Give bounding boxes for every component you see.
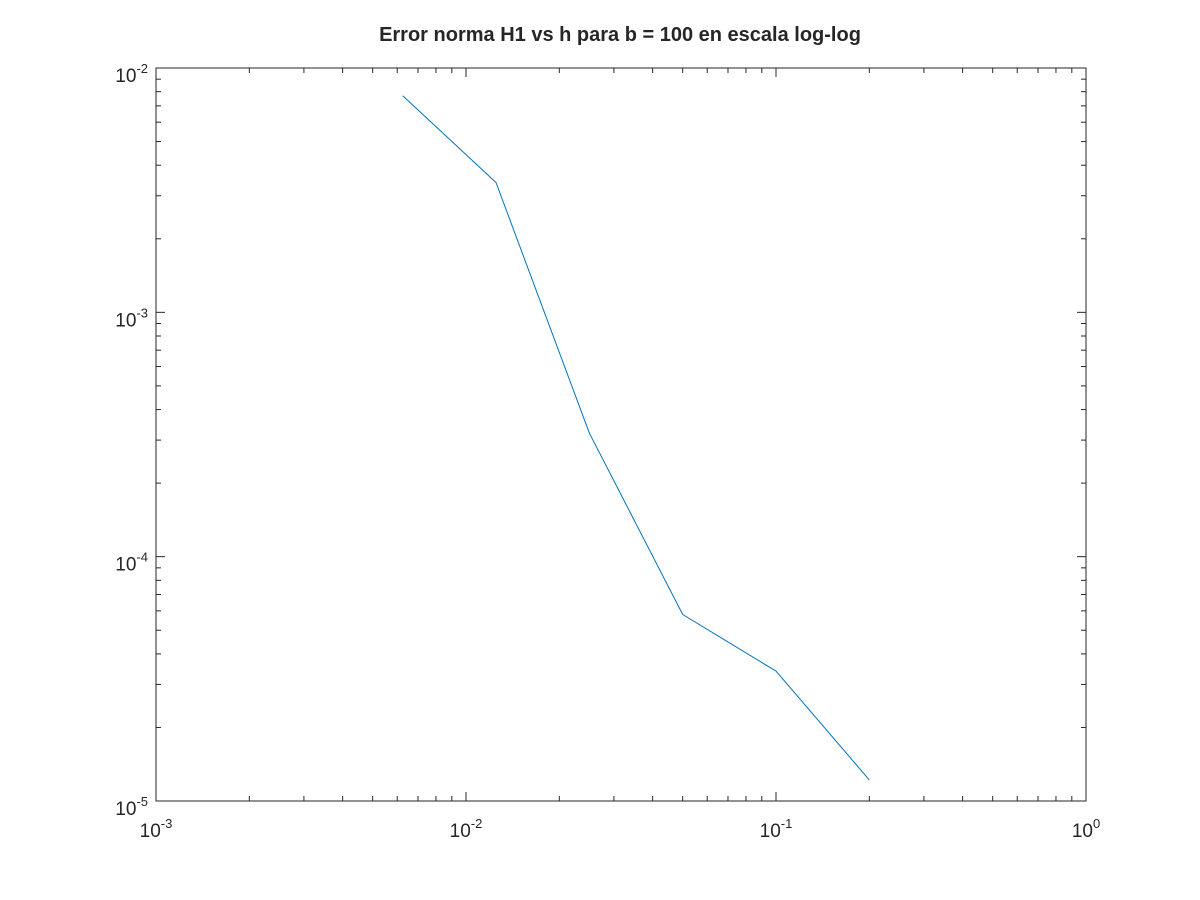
series-line-1 (402, 95, 870, 781)
series-layer (402, 95, 870, 781)
chart-title: Error norma H1 vs h para b = 100 en esca… (379, 24, 861, 46)
y-tick-label: 10-3 (115, 305, 148, 331)
y-tick-label: 10-2 (115, 61, 148, 87)
x-tick-label: 100 (1072, 816, 1100, 842)
x-tick-labels: 10-3 10-2 10-1 100 (140, 816, 1101, 842)
minor-ticks (156, 68, 1086, 801)
x-tick-label: 10-2 (450, 816, 483, 842)
y-tick-label: 10-5 (115, 794, 148, 820)
y-tick-labels: 10-5 10-4 10-3 10-2 (115, 61, 148, 820)
y-tick-label: 10-4 (115, 550, 148, 576)
plot-area (155, 67, 1087, 802)
x-tick-label: 10-1 (760, 816, 793, 842)
major-ticks (155, 67, 1087, 802)
x-tick-label: 10-3 (140, 816, 173, 842)
